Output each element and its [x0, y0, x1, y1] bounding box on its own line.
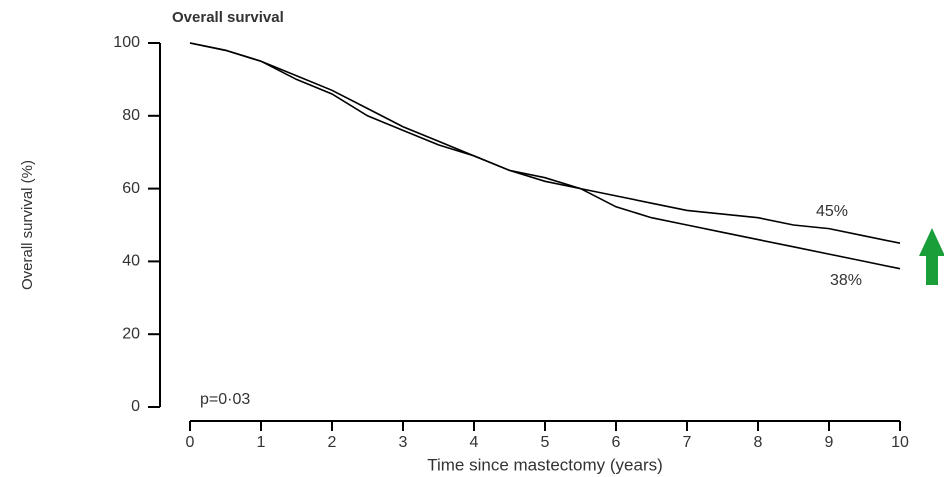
annotation: 45% [816, 203, 848, 220]
y-tick-label: 80 [122, 107, 140, 124]
annotation: 38% [830, 272, 862, 289]
x-tick-label: 0 [186, 434, 195, 451]
x-tick-label: 10 [891, 434, 909, 451]
survival-line [189, 42, 901, 244]
x-tick-label: 6 [612, 434, 621, 451]
survival-line [189, 42, 901, 270]
y-tick-label: 40 [122, 253, 140, 270]
y-tick-label: 100 [113, 34, 140, 51]
up-arrow [919, 228, 944, 285]
x-tick-label: 3 [399, 434, 408, 451]
x-tick-label: 9 [825, 434, 834, 451]
x-tick-label: 4 [470, 434, 479, 451]
x-tick-label: 8 [754, 434, 763, 451]
x-axis-label: Time since mastectomy (years) [427, 455, 663, 474]
y-tick-label: 20 [122, 325, 140, 342]
x-tick-label: 2 [328, 434, 337, 451]
chart-title: Overall survival [172, 9, 284, 26]
x-tick-label: 1 [257, 434, 266, 451]
x-tick-label: 7 [683, 434, 692, 451]
y-tick-label: 60 [122, 180, 140, 197]
y-tick-label: 0 [131, 398, 140, 415]
x-tick-label: 5 [541, 434, 550, 451]
y-axis-label: Overall survival (%) [19, 160, 36, 290]
annotation: p=0·03 [200, 391, 250, 408]
